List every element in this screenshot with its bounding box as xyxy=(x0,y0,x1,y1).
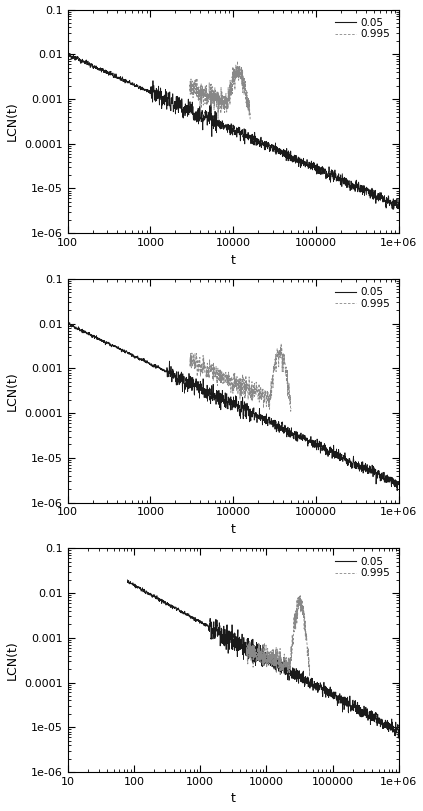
Y-axis label: LCN(t): LCN(t) xyxy=(5,641,19,680)
X-axis label: t: t xyxy=(231,254,236,267)
X-axis label: t: t xyxy=(231,792,236,805)
Legend: 0.05, 0.995: 0.05, 0.995 xyxy=(332,284,394,312)
Y-axis label: LCN(t): LCN(t) xyxy=(5,371,19,410)
X-axis label: t: t xyxy=(231,523,236,536)
Legend: 0.05, 0.995: 0.05, 0.995 xyxy=(332,15,394,42)
Legend: 0.05, 0.995: 0.05, 0.995 xyxy=(332,554,394,581)
Y-axis label: LCN(t): LCN(t) xyxy=(5,101,19,141)
